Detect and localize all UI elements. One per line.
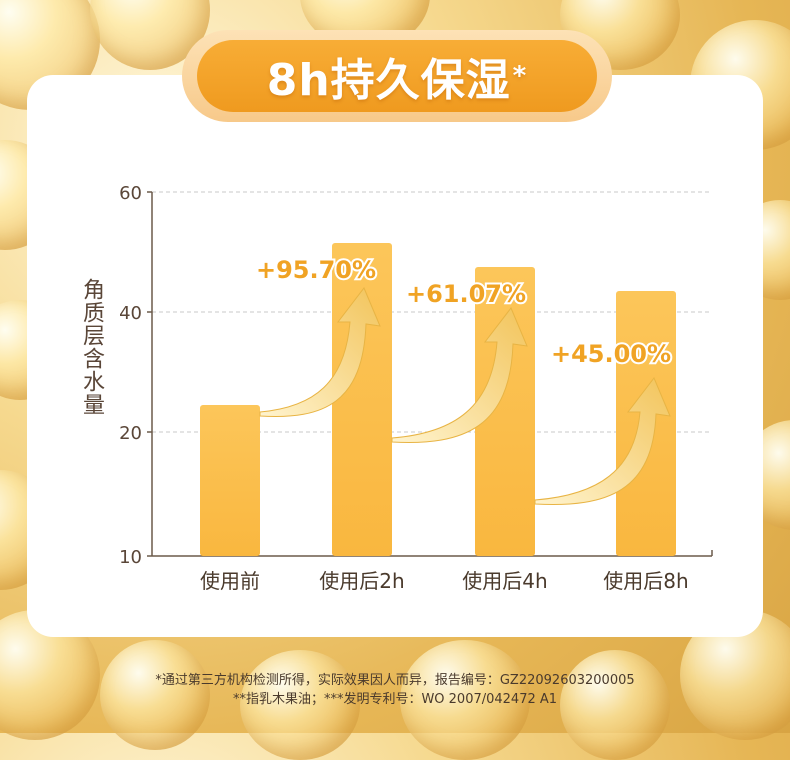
x-tick-label: 使用后2h — [319, 569, 404, 593]
growth-annotation: +61.07% — [406, 280, 526, 308]
x-tick-label: 使用后4h — [462, 569, 547, 593]
growth-arrow — [391, 307, 528, 443]
x-tick-label: 使用前 — [200, 569, 260, 593]
page-title: 8h持久保湿 — [266, 55, 511, 106]
y-axis-label: 角质层含水量 — [79, 278, 104, 416]
growth-annotation: +45.00% — [551, 340, 671, 368]
growth-arrow — [259, 287, 381, 418]
growth-arrow — [534, 377, 671, 506]
x-tick-label: 使用后8h — [603, 569, 688, 593]
title-footnote-mark: * — [512, 61, 528, 91]
bar — [200, 405, 260, 556]
bar-chart: 10 20 40 60 使用前 使用后2h 使用后4h 使用后8h +95.70% +61.07%… — [119, 183, 713, 593]
y-tick-label: 60 — [119, 183, 142, 204]
title-inner: 8h持久保湿 * — [197, 40, 597, 112]
growth-annotation: +95.70% — [256, 256, 376, 284]
y-tick-label: 20 — [119, 423, 142, 444]
footnote-report: *通过第三方机构检测所得，实际效果因人而异，报告编号：GZ22092603200… — [155, 673, 635, 688]
footnote-patent: **指乳木果油；***发明专利号：WO 2007/042472 A1 — [232, 692, 558, 707]
y-tick-label: 10 — [119, 547, 142, 568]
y-tick-label: 40 — [119, 303, 142, 324]
title-banner: 8h持久保湿 * — [182, 30, 612, 122]
